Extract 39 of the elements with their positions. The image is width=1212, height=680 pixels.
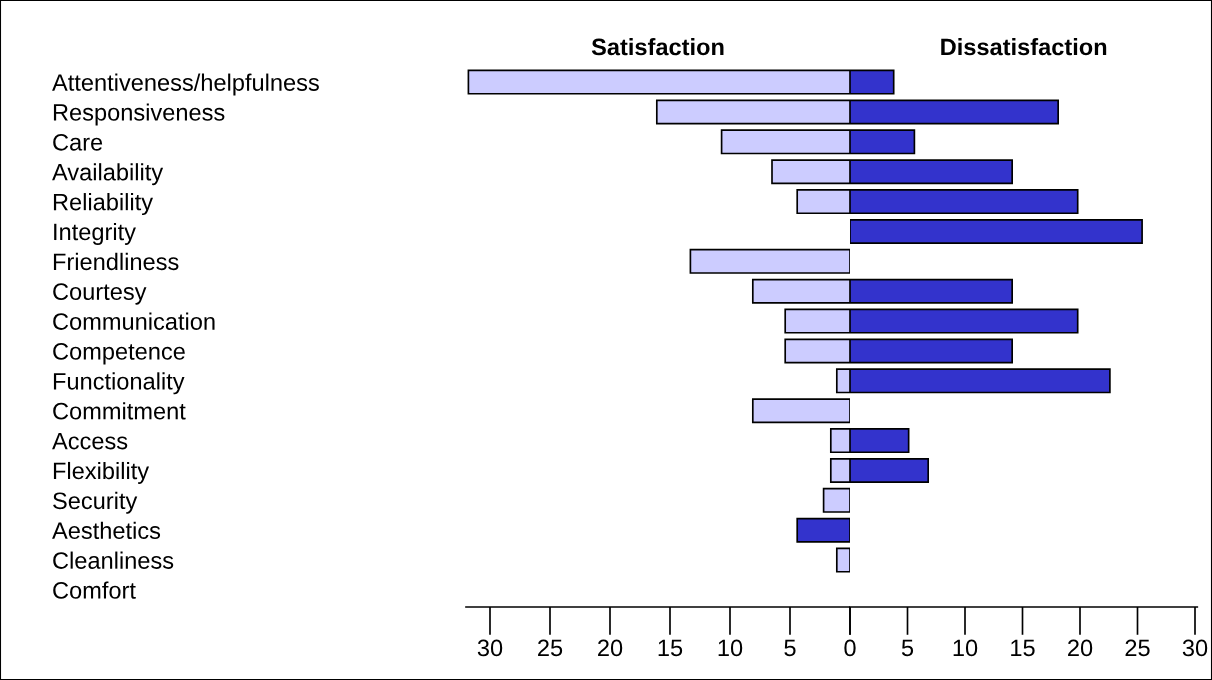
chart-title: Dissatisfaction	[941, 37, 1107, 56]
x-tick-label: 25	[1125, 639, 1150, 657]
y-tick-label: Comfort	[53, 581, 136, 599]
y-tick-label: Responsiveness	[53, 103, 225, 126]
x-tick-label: 10	[718, 639, 743, 657]
y-tick-label: Care	[53, 133, 103, 151]
x-tick-label: 25	[538, 639, 563, 657]
x-tick-label: 10	[953, 639, 978, 657]
x-tick-label: 15	[658, 639, 683, 657]
bar	[796, 517, 850, 543]
y-tick-label: Commitment	[53, 402, 186, 420]
y-tick-label: Security	[53, 491, 138, 514]
bar	[850, 218, 1143, 244]
y-tick-label: Aesthetics	[52, 521, 161, 540]
x-tick-label: 30	[1182, 639, 1208, 657]
y-tick-label: Availability	[52, 163, 164, 186]
x-tick-label: 30	[477, 639, 503, 657]
y-tick-label: Cleanliness	[53, 551, 174, 569]
y-tick-label: Reliability	[53, 193, 153, 216]
bar	[751, 398, 850, 424]
x-tick-label: 0	[844, 639, 856, 657]
x-tick-label: 20	[598, 639, 623, 657]
x-tick-label: 20	[1068, 639, 1093, 657]
x-tick-label: 5	[901, 639, 914, 657]
bar	[689, 248, 850, 274]
bar	[822, 487, 850, 513]
y-tick-label: Friendliness	[53, 252, 179, 271]
y-tick-label: Courtesy	[53, 283, 147, 305]
bar	[835, 547, 850, 573]
x-tick-label: 5	[784, 639, 796, 657]
chart-title: Satisfaction	[591, 37, 724, 56]
y-tick-label: Communication	[53, 312, 215, 330]
y-tick-label: Functionality	[53, 372, 185, 395]
y-tick-label: Attentiveness/helpfulness	[52, 73, 319, 96]
x-tick-label: 15	[1011, 639, 1035, 657]
y-tick-label: Integrity	[54, 222, 136, 245]
y-tick-label: Competence	[53, 343, 185, 365]
y-tick-label: Flexibility	[53, 461, 150, 484]
y-tick-label: Access	[52, 432, 128, 450]
